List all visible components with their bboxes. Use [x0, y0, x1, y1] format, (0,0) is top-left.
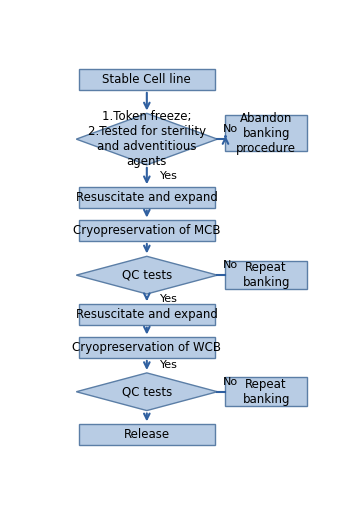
FancyBboxPatch shape	[225, 261, 307, 289]
FancyBboxPatch shape	[79, 70, 215, 90]
FancyBboxPatch shape	[79, 220, 215, 241]
Text: Abandon
banking
procedure: Abandon banking procedure	[236, 112, 296, 154]
Text: 1.Token freeze;
2.Tested for sterility
and adventitious
agents: 1.Token freeze; 2.Tested for sterility a…	[88, 110, 206, 168]
Text: QC tests: QC tests	[122, 269, 172, 282]
FancyBboxPatch shape	[79, 304, 215, 325]
Text: No: No	[223, 124, 238, 134]
Text: Resuscitate and expand: Resuscitate and expand	[76, 308, 218, 321]
Polygon shape	[76, 373, 217, 410]
Text: Resuscitate and expand: Resuscitate and expand	[76, 191, 218, 204]
FancyBboxPatch shape	[79, 187, 215, 208]
Polygon shape	[76, 256, 217, 294]
FancyBboxPatch shape	[225, 377, 307, 406]
Text: Cryopreservation of WCB: Cryopreservation of WCB	[72, 341, 221, 354]
Text: Stable Cell line: Stable Cell line	[103, 73, 191, 86]
Text: Yes: Yes	[160, 294, 178, 304]
Text: Yes: Yes	[160, 171, 178, 181]
Polygon shape	[76, 113, 217, 165]
FancyBboxPatch shape	[225, 115, 307, 151]
Text: Release: Release	[124, 428, 170, 441]
FancyBboxPatch shape	[79, 424, 215, 445]
Text: Repeat
banking: Repeat banking	[243, 261, 290, 289]
Text: QC tests: QC tests	[122, 385, 172, 398]
FancyBboxPatch shape	[79, 337, 215, 358]
Text: No: No	[223, 377, 238, 387]
Text: Yes: Yes	[160, 360, 178, 370]
Text: Cryopreservation of MCB: Cryopreservation of MCB	[73, 224, 220, 237]
Text: No: No	[223, 261, 238, 270]
Text: Repeat
banking: Repeat banking	[243, 377, 290, 406]
